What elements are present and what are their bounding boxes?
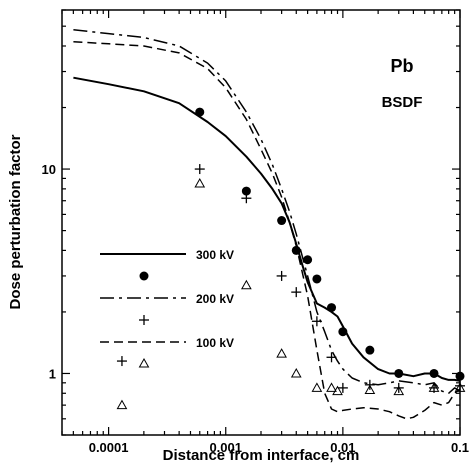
x-axis-ticks: 0.0001 0.001 0.01 0.1 [61,10,469,455]
legend-label-100kv: 100 kV [196,336,234,350]
data-point-100kv [428,382,440,392]
legend: 300 kV 200 kV 100 kV [100,248,234,368]
data-point-200kv [311,316,322,327]
data-point-100kv [454,382,466,392]
data-point-300kv [277,216,287,226]
data-point-100kv [276,348,287,358]
data-point-300kv [241,186,251,196]
legend-marker-300kv [139,271,149,281]
data-point-100kv [241,279,252,290]
data-point-300kv [195,107,205,117]
data-point-300kv [327,303,337,313]
legend-marker-100kv [138,357,150,368]
data-point-200kv [194,164,205,175]
data-point-200kv [393,382,404,393]
data-point-300kv [365,345,375,355]
data-point-100kv [290,367,302,378]
data-point-200kv [241,193,252,204]
y-axis-label: Dose perturbation factor [7,134,24,309]
y-axis-ticks: 1 10 [42,9,460,436]
data-point-300kv [312,274,322,284]
annotation-material: Pb [390,56,413,76]
y-tick-label: 1 [49,366,56,381]
legend-label-200kv: 200 kV [196,292,234,306]
data-point-100kv [194,177,206,188]
x-tick-label: 0.0001 [89,440,129,455]
x-tick-label: 0.01 [330,440,355,455]
data-point-100kv [311,382,323,392]
data-point-300kv [291,245,301,255]
data-point-200kv [337,382,348,393]
series-line-100kv [73,40,461,420]
x-tick-label: 0.001 [209,440,242,455]
x-tick-label: 0.1 [451,440,469,455]
legend-label-300kv: 300 kV [196,248,234,262]
data-point-300kv [338,327,348,337]
legend-marker-200kv [139,315,149,325]
series-line-200kv [73,29,461,395]
series-line-300kv [73,76,461,382]
data-point-200kv [291,287,302,298]
data-point-300kv [429,368,439,378]
data-point-200kv [326,352,337,363]
annotation-quantity: BSDF [382,94,423,111]
series-layer [73,29,466,420]
data-point-200kv [116,356,127,367]
data-point-300kv [303,255,313,265]
data-point-100kv [393,385,405,396]
data-point-300kv [455,371,465,381]
data-point-100kv [332,385,343,396]
x-axis-label: Distance from interface, cm [163,447,360,464]
data-point-100kv [116,399,128,410]
data-point-300kv [394,368,404,378]
data-point-100kv [364,384,376,395]
data-point-100kv [326,382,337,392]
y-tick-label: 10 [42,162,56,177]
data-point-200kv [276,270,287,281]
